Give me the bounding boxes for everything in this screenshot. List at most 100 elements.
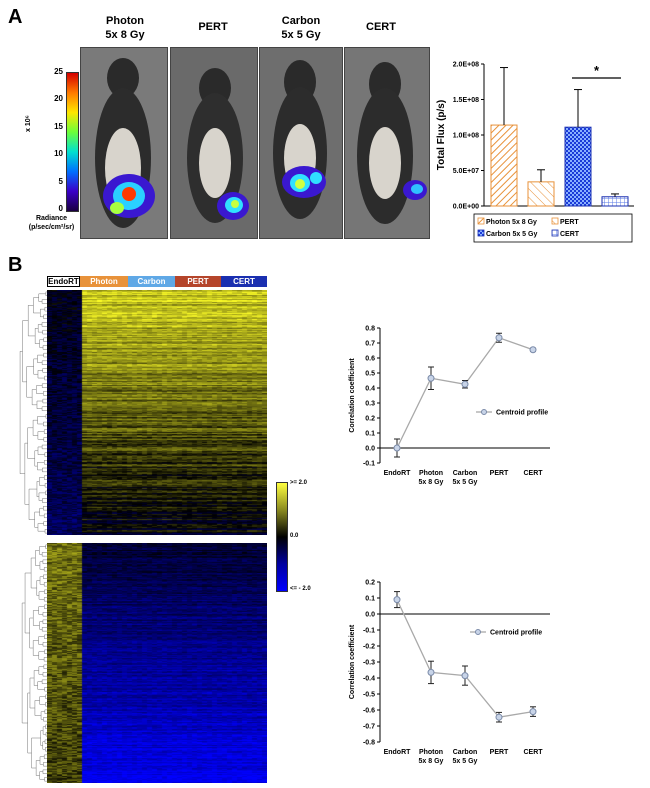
mouse-photo-photon — [80, 47, 168, 239]
dendrogram-branch — [42, 345, 48, 350]
correlation-chart-down: -0.8 -0.7 -0.6 -0.5 -0.4 -0.3 -0.2 -0.1 0.0 0.1 0.… — [349, 580, 550, 765]
panel-b-letter: B — [8, 254, 23, 276]
data-point — [529, 708, 537, 716]
legend-marker — [475, 629, 481, 635]
y-tick-label: 1.0E+08 — [453, 133, 479, 140]
data-point — [393, 444, 401, 452]
y-tick-label: 0.0 — [365, 612, 375, 619]
radiance-colorbar — [66, 72, 79, 212]
dendrogram-branch — [41, 627, 48, 632]
heat-legend-min: <= - 2.0 — [290, 586, 311, 592]
bar — [564, 126, 592, 207]
legend-label: Photon 5x 8 Gy — [486, 219, 537, 226]
y-tick-label: 5.0E+07 — [453, 168, 479, 175]
dendrogram-branch — [38, 606, 45, 615]
y-tick-label: -0.6 — [363, 708, 375, 715]
dendrogram-branch — [27, 305, 36, 337]
colorbar-tick: 10 — [54, 149, 63, 159]
x-tick-label: Photon — [419, 470, 443, 477]
significance-star: * — [594, 63, 600, 78]
dendrogram-branch — [43, 352, 48, 358]
colorbar-tick: 25 — [54, 67, 63, 76]
group-photon: Photon — [80, 276, 128, 287]
dendrogram-branch — [31, 389, 37, 406]
dendrogram-branch — [43, 314, 48, 319]
legend-label: Carbon 5x 5 Gy — [486, 231, 537, 238]
dendrogram-branch — [40, 730, 44, 746]
dendrogram-branch — [43, 762, 48, 767]
dendrogram-branch — [42, 672, 48, 677]
y-tick-label: 0.6 — [365, 356, 375, 363]
dendrogram-branch — [22, 320, 29, 383]
dendrogram-branch — [39, 576, 45, 585]
x-tick-label: Photon — [419, 749, 443, 756]
x-tick-label: 5x 5 Gy — [453, 758, 478, 765]
y-tick-label: -0.2 — [363, 644, 375, 651]
bar-legend: Photon 5x 8 Gy PERT Carbon 5x 5 Gy CERT — [473, 213, 633, 243]
y-tick-label: 0.8 — [365, 326, 375, 333]
colorbar-tick: 15 — [54, 121, 63, 131]
dendrogram-branch — [41, 444, 48, 450]
dendrogram-branch — [27, 427, 35, 459]
legend-marker — [481, 409, 487, 415]
bar — [490, 124, 518, 207]
dendrogram-branch — [39, 546, 46, 555]
x-tick-label: 5x 8 Gy — [419, 758, 444, 765]
y-axis-label: Correlation coefficient — [349, 358, 356, 433]
mouse-photo-carbon — [259, 47, 343, 239]
dendrogram-branch — [32, 419, 38, 436]
dendrogram-branch — [43, 582, 48, 587]
y-tick-label: 0.0E+00 — [453, 204, 479, 211]
dendrogram-branch — [32, 640, 39, 656]
dendrogram-branch — [42, 741, 46, 750]
legend-swatch — [551, 229, 559, 237]
dendrogram-branch — [43, 513, 48, 519]
mouse-label-pert: PERT — [178, 20, 248, 34]
y-tick-label: -0.3 — [363, 660, 375, 667]
dendrogram-branch — [34, 450, 38, 467]
data-point — [461, 380, 469, 388]
dendrogram-branch — [36, 400, 43, 409]
dendrogram-branch — [42, 726, 46, 735]
dendrogram-branch — [39, 561, 45, 570]
data-point — [393, 596, 401, 604]
y-tick-label: -0.4 — [363, 676, 375, 683]
x-tick-label: PERT — [490, 749, 509, 756]
dendrogram-branch — [37, 431, 45, 440]
dendrogram-branch — [39, 771, 45, 780]
mouse-image — [171, 48, 257, 238]
dendrogram-top — [19, 291, 48, 534]
dendrogram-branch — [34, 328, 40, 344]
dendrogram-branch — [37, 324, 43, 333]
y-tick-label: 0.5 — [365, 371, 375, 378]
series-line — [396, 599, 534, 718]
dendrogram-branch — [26, 366, 34, 398]
dendrogram-branch — [33, 670, 39, 686]
mouse-label-carbon: Carbon 5x 5 Gy — [266, 14, 336, 42]
dendrogram-branch — [37, 416, 46, 425]
y-tick-label: 0.3 — [365, 401, 375, 408]
dendrogram-branch — [42, 769, 48, 774]
dendrogram-branch — [39, 696, 46, 705]
colorbar-unit: x 10⁶ — [25, 115, 32, 132]
bar — [601, 196, 629, 207]
y-tick-label: 0.0 — [365, 446, 375, 453]
colorbar-tick: 0 — [58, 203, 63, 213]
dendrogram-branch — [37, 462, 45, 471]
dendrogram-branch — [29, 677, 35, 709]
y-tick-label: -0.1 — [363, 628, 375, 635]
x-tick-label: PERT — [490, 470, 509, 477]
dendrogram-branch — [43, 567, 48, 572]
dendrogram-tree — [21, 544, 48, 782]
mouse-label-cert: CERT — [346, 20, 416, 34]
dendrogram-branch — [40, 711, 45, 720]
group-endort: EndoRT — [47, 276, 80, 287]
y-tick-label: 0.1 — [365, 596, 375, 603]
dendrogram-branch — [24, 442, 30, 505]
dendrogram-branch — [41, 552, 48, 557]
heatmap-colorscale — [276, 482, 288, 592]
y-axis-label: Correlation coefficient — [349, 624, 356, 699]
data-point — [495, 334, 503, 342]
colorbar-ticks: 25 20 15 10 5 0 — [47, 67, 63, 213]
y-tick-label: -0.8 — [363, 740, 375, 747]
